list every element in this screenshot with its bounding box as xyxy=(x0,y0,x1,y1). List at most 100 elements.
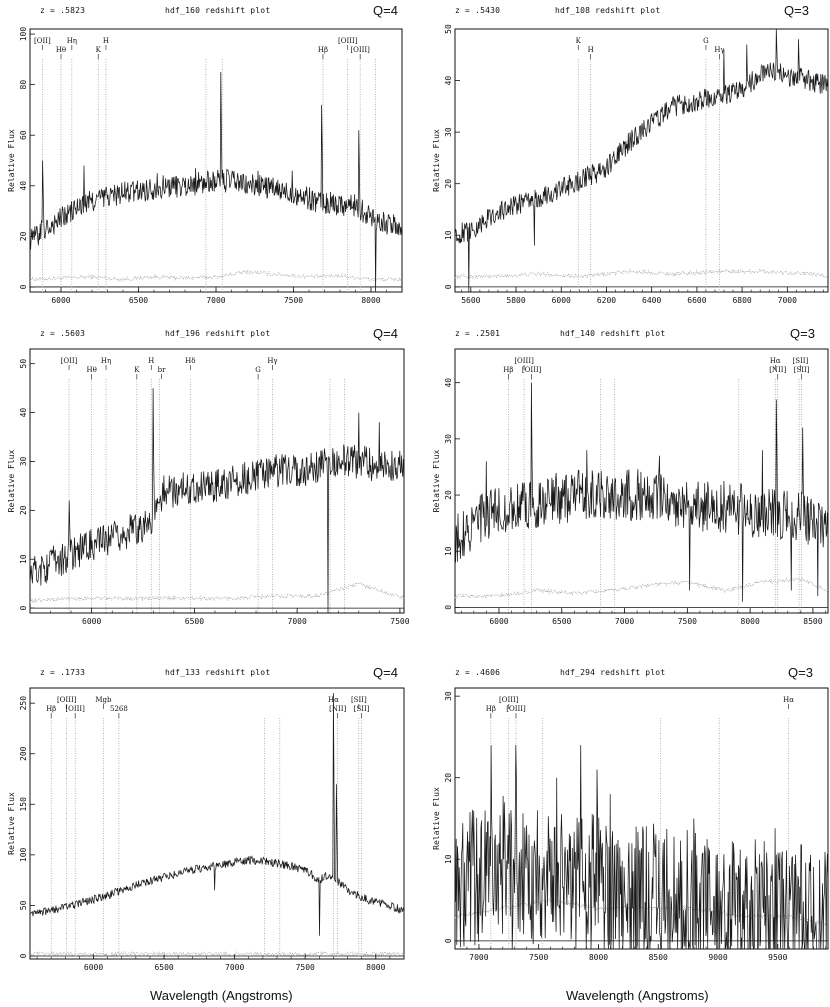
feature-label: [OIII] xyxy=(514,357,534,365)
flux-spectrum xyxy=(454,382,829,602)
x-tick-label: 6400 xyxy=(642,296,661,305)
feature-label: [OIII] xyxy=(57,696,77,704)
x-tick-label: 6000 xyxy=(51,296,70,305)
feature-label: H xyxy=(103,37,109,45)
x-tick-label: 7000 xyxy=(288,617,307,626)
y-tick-label: 10 xyxy=(444,230,453,240)
y-tick-label: 200 xyxy=(19,746,28,761)
redshift-value: z = .4606 xyxy=(455,668,501,677)
x-tick-label: 7500 xyxy=(678,617,697,626)
x-tick-label: 8000 xyxy=(366,963,385,972)
y-tick-label: 20 xyxy=(444,179,453,189)
quality-label: Q=4 xyxy=(373,665,398,680)
feature-label: Hδ xyxy=(185,357,195,365)
quality-label: Q=4 xyxy=(373,326,398,341)
x-tick-label: 8000 xyxy=(589,953,608,962)
x-tick-label: 8000 xyxy=(741,617,760,626)
flux-spectrum xyxy=(454,745,829,950)
x-tick-label: 7000 xyxy=(225,963,244,972)
y-tick-label: 50 xyxy=(19,900,28,910)
feature-label: [SII] xyxy=(792,357,808,365)
redshift-value: z = .1733 xyxy=(40,668,86,677)
x-tick-label: 5800 xyxy=(506,296,525,305)
feature-label: K xyxy=(96,46,102,54)
x-tick-label: 6000 xyxy=(489,617,508,626)
x-tick-label: 6800 xyxy=(732,296,751,305)
x-tick-label: 9500 xyxy=(768,953,787,962)
feature-label: Hγ xyxy=(267,357,277,365)
x-tick-label: 9000 xyxy=(708,953,727,962)
feature-label: [OIII] xyxy=(522,366,542,374)
sky-spectrum xyxy=(29,581,405,604)
spectrum-chart: 6000 6500 7000 7500 8000 0 50 100 150 200 250 Relat… xyxy=(7,687,405,972)
feature-label: [NII] xyxy=(329,705,346,713)
x-tick-label: 7500 xyxy=(296,963,315,972)
x-tick-label: 6000 xyxy=(552,296,571,305)
x-tick-label: 6500 xyxy=(185,617,204,626)
redshift-value: z = .5603 xyxy=(40,329,86,338)
y-axis-label: Relative Flux xyxy=(7,129,16,192)
panel-hdf-140: z = .2501 hdf_140 redshift plot Q=3 6000… xyxy=(415,323,830,643)
x-tick-label: 8000 xyxy=(361,296,380,305)
spectrum-chart: 7000 7500 8000 8500 9000 9500 0 10 20 30 Relative … xyxy=(432,687,829,962)
feature-label: Hη xyxy=(101,357,111,365)
flux-spectrum xyxy=(29,388,405,614)
quality-label: Q=3 xyxy=(790,326,815,341)
y-tick-label: 100 xyxy=(19,847,28,862)
x-tick-label: 7000 xyxy=(206,296,225,305)
spectrum-chart: 6000 6500 7000 7500 8000 0 20 40 60 80 100 Relative… xyxy=(7,27,403,305)
y-tick-label: 40 xyxy=(19,408,28,418)
plot-title: hdf_108 redshift plot xyxy=(555,6,661,15)
y-axis-label: Relative Flux xyxy=(432,787,441,850)
x-tick-label: 6500 xyxy=(552,617,571,626)
y-tick-label: 0 xyxy=(19,284,28,289)
y-axis-label: Relative Flux xyxy=(7,792,16,855)
sky-spectrum xyxy=(454,268,829,280)
x-tick-label: 7500 xyxy=(529,953,548,962)
y-tick-label: 30 xyxy=(19,456,28,466)
feature-label: 5268 xyxy=(110,705,128,713)
y-tick-label: 250 xyxy=(19,696,28,711)
feature-label: H xyxy=(148,357,154,365)
sky-spectrum xyxy=(454,898,829,926)
plot-title: hdf_196 redshift plot xyxy=(165,329,271,338)
x-tick-label: 6500 xyxy=(154,963,173,972)
plot-frame xyxy=(29,348,405,614)
feature-label: Hα xyxy=(770,357,781,365)
y-axis-label: Relative Flux xyxy=(432,450,441,513)
y-axis-label: Relative Flux xyxy=(7,450,16,513)
feature-label: K xyxy=(134,366,140,374)
y-tick-label: 20 xyxy=(444,773,453,783)
feature-label: Hγ xyxy=(714,46,724,54)
x-tick-label: 6000 xyxy=(82,617,101,626)
x-tick-label: 6000 xyxy=(84,963,103,972)
spectrum-chart: 5600 5800 6000 6200 6400 6600 6800 7000 0 10 20 30 4… xyxy=(432,24,829,305)
x-tick-label: 7000 xyxy=(469,953,488,962)
feature-label: Hθ xyxy=(56,46,66,54)
flux-spectrum xyxy=(29,71,403,293)
feature-label: [OIII] xyxy=(65,705,85,713)
quality-label: Q=3 xyxy=(788,665,813,680)
feature-label: K xyxy=(576,37,582,45)
x-axis-label-left: Wavelength (Angstroms) xyxy=(150,988,293,1003)
y-tick-label: 30 xyxy=(444,127,453,137)
feature-label: [OIII] xyxy=(499,696,519,704)
y-tick-label: 40 xyxy=(444,76,453,86)
plot-frame xyxy=(454,28,829,293)
feature-label: Mgb xyxy=(95,696,112,704)
y-axis-label: Relative Flux xyxy=(432,129,441,192)
sky-spectrum xyxy=(29,950,405,958)
feature-label: [SII] xyxy=(794,366,810,374)
feature-label: G xyxy=(255,366,261,374)
plot-frame xyxy=(29,28,403,293)
plot-title: hdf_133 redshift plot xyxy=(165,668,271,677)
feature-label: G xyxy=(703,37,709,45)
feature-label: [SII] xyxy=(354,705,370,713)
panel-hdf-133: z = .1733 hdf_133 redshift plot Q=4 6000… xyxy=(0,662,415,982)
y-tick-label: 30 xyxy=(444,434,453,444)
x-tick-label: 6200 xyxy=(597,296,616,305)
feature-label: Hθ xyxy=(86,366,96,374)
feature-label: Hβ xyxy=(318,46,328,54)
plot-frame xyxy=(29,687,405,960)
y-tick-label: 0 xyxy=(444,284,453,289)
